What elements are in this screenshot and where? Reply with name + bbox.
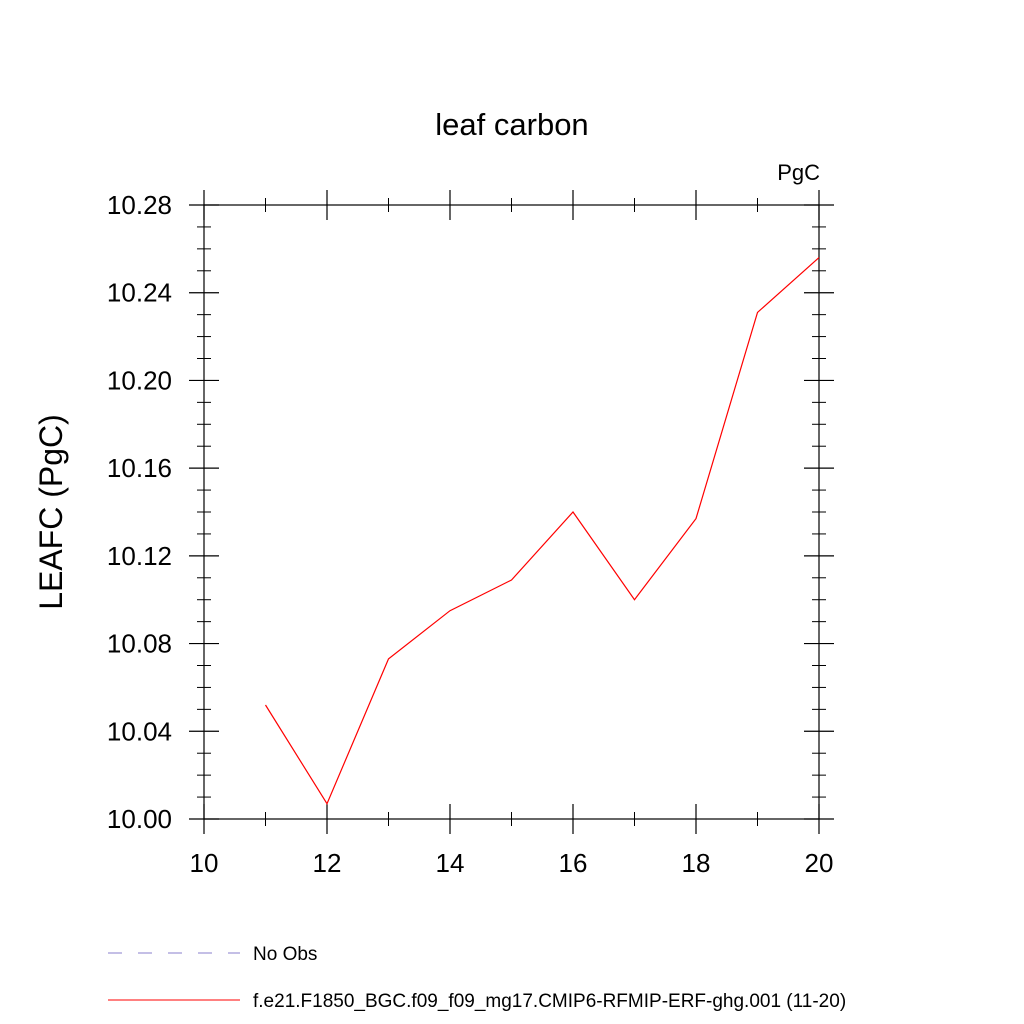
x-tick-label: 10 (190, 848, 219, 878)
legend-label-no-obs: No Obs (253, 944, 317, 965)
y-tick-label: 10.20 (107, 365, 172, 395)
x-tick-label: 18 (682, 848, 711, 878)
x-tick-label: 14 (436, 848, 465, 878)
y-tick-label: 10.00 (107, 804, 172, 834)
y-axis-label: LEAFC (PgC) (33, 414, 69, 610)
y-tick-label: 10.04 (107, 716, 172, 746)
y-tick-label: 10.16 (107, 453, 172, 483)
y-tick-label: 10.24 (107, 278, 172, 308)
y-tick-label: 10.28 (107, 190, 172, 220)
y-tick-label: 10.08 (107, 629, 172, 659)
x-tick-label: 16 (559, 848, 588, 878)
y-tick-label: 10.12 (107, 541, 172, 571)
chart-title: leaf carbon (435, 107, 588, 142)
series-line-0 (264, 257, 820, 805)
series-layer (264, 257, 820, 805)
units-label: PgC (777, 160, 820, 185)
x-tick-label: 20 (805, 848, 834, 878)
legend-label-series: f.e21.F1850_BGC.f09_f09_mg17.CMIP6-RFMIP… (253, 991, 846, 1012)
plot-frame (203, 204, 820, 820)
y-axis-ticks: 10.00 10.04 10.08 10.12 10.16 10.20 10.24 10.28 (107, 190, 834, 834)
legend: No Obs f.e21.F1850_BGC.f09_f09_mg17.CMIP… (108, 944, 846, 1012)
x-axis-ticks: 10 12 14 16 18 20 (190, 190, 834, 878)
x-tick-label: 12 (313, 848, 342, 878)
